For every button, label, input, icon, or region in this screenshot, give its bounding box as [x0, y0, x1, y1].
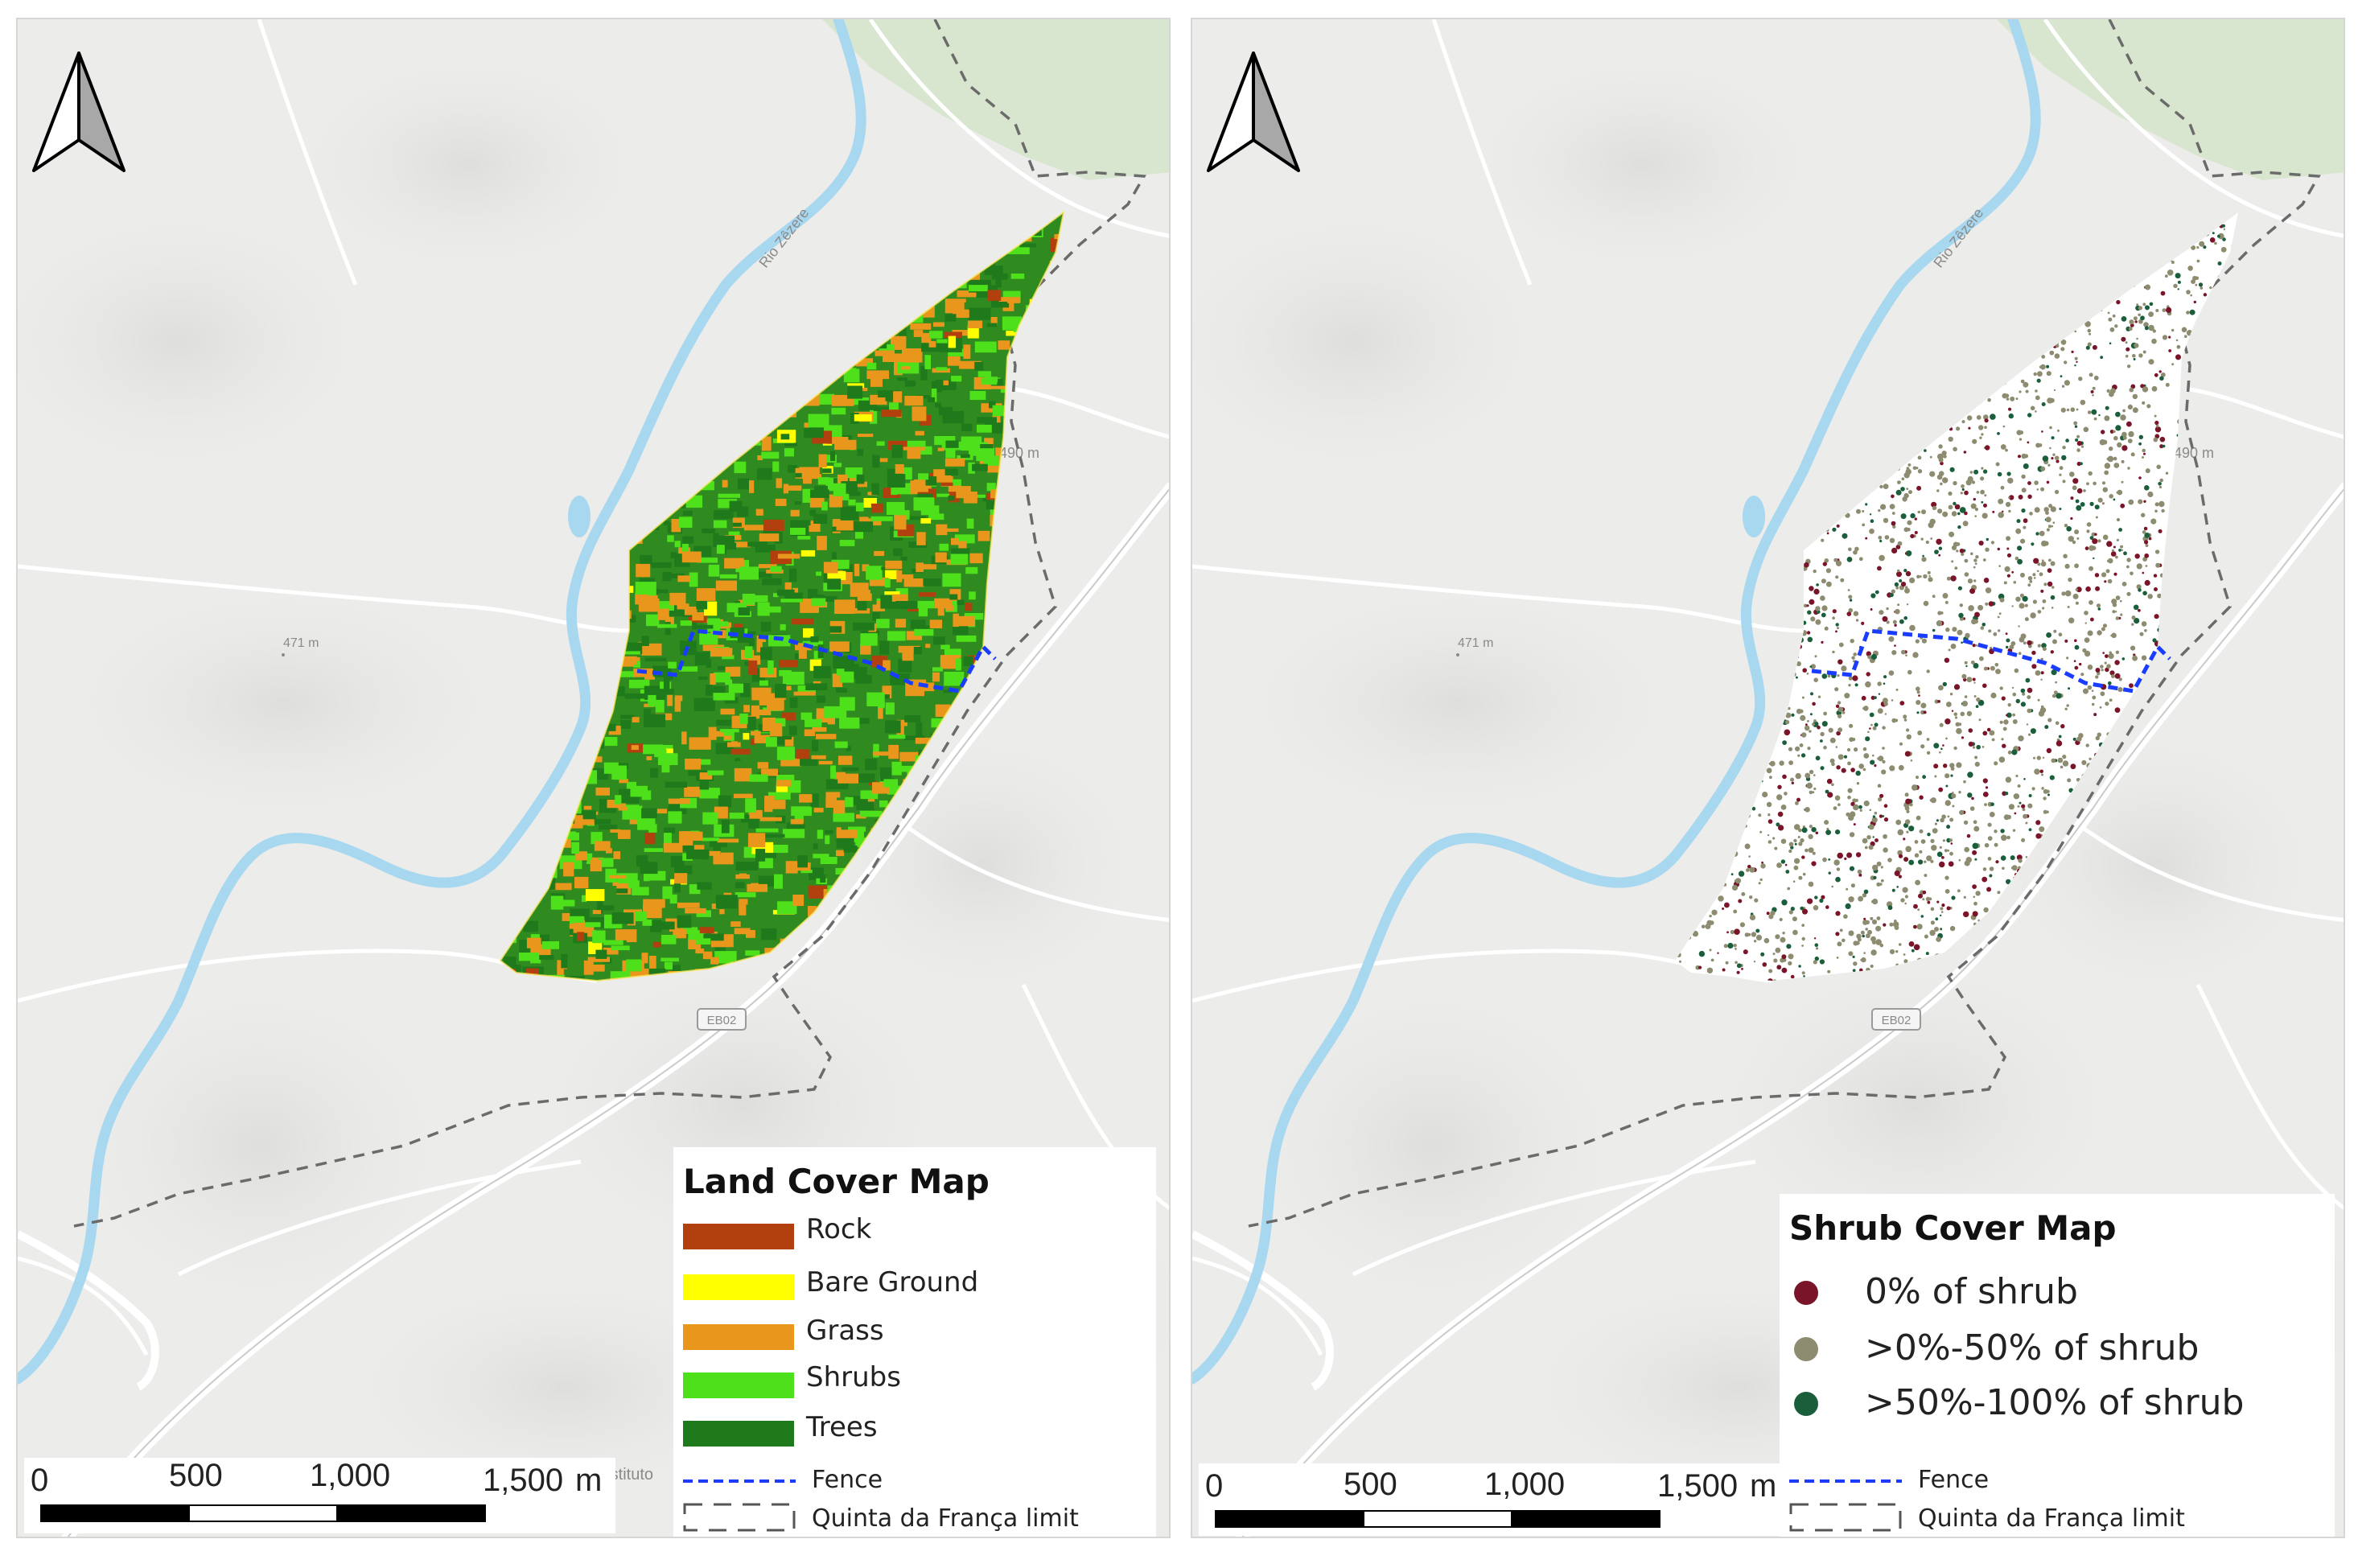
legend-swatch-shrubs	[683, 1373, 794, 1398]
legend-swatch-grass	[683, 1324, 794, 1350]
forest-area	[822, 19, 1169, 180]
legend-fence-symbol	[683, 1480, 796, 1483]
legend-label-0-shrub: 0% of shrub	[1865, 1271, 2078, 1312]
legend-label-fence: Fence	[812, 1466, 883, 1494]
river	[18, 19, 866, 1385]
elevation-label: 471 m	[1458, 636, 1493, 650]
scale-tick-label: 500	[169, 1458, 223, 1493]
scale-tick-label: 1,000	[1484, 1467, 1566, 1502]
forest-area	[1997, 19, 2344, 180]
land-cover-map-panel: Rio Zêzere 490 m 471 m EB02 Instituto La…	[16, 18, 1171, 1538]
legend-label-bare-ground: Bare Ground	[806, 1266, 979, 1298]
shrub-cover-legend: Shrub Cover Map 0% of shrub >0%-50% of s…	[1780, 1194, 2335, 1537]
north-arrow	[1207, 51, 1300, 172]
elevation-label: 490 m	[2174, 445, 2214, 461]
river	[1192, 19, 2041, 1385]
legend-limit-symbol	[1789, 1503, 1902, 1532]
shrub-cover-map-panel: Rio Zêzere 490 m 471 m EB02 Shrub Cover …	[1191, 18, 2345, 1538]
quinta-limit-line	[1248, 19, 2321, 1228]
legend-dot-0-50-shrub	[1794, 1337, 1818, 1361]
scale-tick-label: 1,000	[310, 1458, 391, 1493]
legend-label-rock: Rock	[806, 1213, 872, 1245]
legend-label-grass: Grass	[806, 1315, 884, 1347]
north-arrow	[32, 51, 126, 172]
legend-swatch-bare-ground	[683, 1274, 794, 1300]
legend-label-trees: Trees	[806, 1411, 878, 1443]
road-label: EB02	[707, 1014, 737, 1027]
legend-label-0-50-shrub: >0%-50% of shrub	[1865, 1327, 2200, 1368]
road-shield	[1871, 1008, 1921, 1031]
legend-title: Land Cover Map	[683, 1162, 990, 1201]
scale-segment	[1363, 1510, 1512, 1528]
legend-label-fence: Fence	[1918, 1466, 1990, 1494]
quinta-limit-line	[73, 19, 1146, 1228]
scale-tick-label: 1,500	[1657, 1468, 1739, 1504]
scale-bar-box: 0 500 1,000 1,500 m	[1199, 1463, 1782, 1536]
legend-label-limit: Quinta da França limit	[1918, 1504, 2185, 1533]
scale-segment	[40, 1504, 190, 1522]
legend-label-limit: Quinta da França limit	[812, 1504, 1079, 1533]
legend-fence-symbol	[1789, 1480, 1902, 1483]
legend-swatch-trees	[683, 1421, 794, 1447]
land-cover-legend: Land Cover Map Rock Bare Ground Grass Sh…	[673, 1147, 1156, 1537]
scale-unit-label: m	[575, 1463, 603, 1498]
scale-segment	[1215, 1510, 1364, 1528]
scale-tick-label: 1,500	[483, 1463, 564, 1498]
elevation-label: 471 m	[283, 636, 319, 650]
fence-line	[1811, 628, 2171, 693]
legend-swatch-rock	[683, 1224, 794, 1249]
scale-unit-label: m	[1750, 1468, 1777, 1504]
legend-dot-50-100-shrub	[1794, 1392, 1818, 1416]
elevation-point	[282, 653, 285, 656]
scale-tick-label: 0	[1205, 1468, 1224, 1504]
legend-label-shrubs: Shrubs	[806, 1361, 901, 1393]
legend-title: Shrub Cover Map	[1789, 1208, 2117, 1248]
scale-bar-box: 0 500 1,000 1,500 m	[24, 1458, 615, 1533]
legend-label-50-100-shrub: >50%-100% of shrub	[1865, 1382, 2245, 1423]
legend-limit-symbol	[683, 1503, 796, 1532]
minor-roads	[18, 19, 1169, 1356]
elevation-point	[1456, 653, 1459, 656]
elevation-label: 490 m	[999, 445, 1039, 461]
scale-tick-label: 500	[1344, 1467, 1397, 1502]
scale-segment	[188, 1504, 338, 1522]
scale-tick-label: 0	[31, 1463, 49, 1498]
road-shield	[697, 1008, 747, 1031]
road-label: EB02	[1882, 1014, 1912, 1027]
scale-segment	[336, 1504, 486, 1522]
scale-segment	[1511, 1510, 1660, 1528]
legend-dot-0-shrub	[1794, 1281, 1818, 1305]
fence-line	[636, 628, 997, 693]
